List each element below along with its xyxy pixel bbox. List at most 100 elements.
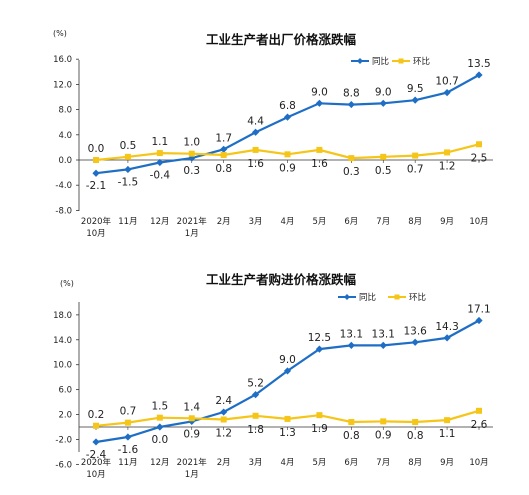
x-tick-label: 7月 (376, 458, 390, 468)
y-tick-label: -4.0 (55, 181, 72, 191)
series-2-point (156, 414, 163, 421)
data-label-yoy: 9.0 (279, 354, 296, 366)
data-label-mom: 1.5 (151, 401, 168, 413)
legend-marker-1 (344, 294, 350, 300)
y-tick-label: 14.0 (53, 336, 72, 346)
data-label-mom: 0.8 (343, 430, 360, 442)
series-2-point (316, 146, 323, 153)
series-2-point (252, 146, 259, 153)
data-label-yoy: 9.5 (407, 83, 424, 95)
series-1-point (443, 88, 451, 97)
data-label-mom: 1.4 (183, 401, 200, 413)
data-label-mom: 0.5 (120, 140, 137, 152)
series-1-point (475, 71, 483, 79)
series-2-point (380, 153, 387, 160)
x-tick-label: 4月 (281, 217, 295, 227)
data-label-yoy: -2.1 (86, 180, 107, 192)
series-1-point (92, 169, 100, 177)
x-tick-label: 9月 (440, 458, 454, 468)
x-tick-label: 2月 (217, 217, 231, 227)
series-1-point (251, 128, 260, 136)
x-tick-label: 2020年 (81, 216, 112, 227)
y-tick-label: -8.0 (55, 206, 72, 216)
series-1-point (347, 341, 355, 349)
x-tick-label: 6月 (344, 458, 358, 468)
series-2-point (220, 416, 227, 423)
series-2-point (412, 152, 419, 159)
series-line-1 (95, 319, 480, 444)
data-label-yoy: 6.8 (279, 100, 296, 112)
data-label-yoy: -1.5 (118, 176, 139, 188)
series-2-point (284, 415, 291, 422)
data-label-yoy: 17.1 (467, 303, 490, 315)
x-tick-label: 5月 (312, 217, 326, 227)
data-label-mom: 2.5 (471, 152, 488, 164)
series-2-point (284, 151, 291, 158)
series-1-point (124, 433, 132, 441)
y-tick-label: 16.0 (53, 55, 72, 65)
y-axis-unit: (%) (60, 279, 74, 288)
x-tick-label: 2月 (217, 458, 231, 468)
x-tick-label: 10月 (469, 458, 488, 468)
series-2-point (93, 422, 99, 429)
x-tick-label: 9月 (440, 217, 454, 227)
data-label-yoy: 14.3 (435, 321, 458, 333)
data-label-yoy: -2.4 (86, 449, 107, 461)
series-2-point (220, 151, 227, 158)
series-2-point (124, 153, 131, 160)
y-tick-label: 12.0 (53, 80, 72, 90)
x-tick-label: 8月 (408, 217, 422, 227)
series-1-point (156, 423, 164, 431)
data-label-mom: 1.1 (151, 136, 168, 148)
legend-label-2: 环比 (409, 292, 426, 303)
series-1-point (379, 341, 387, 349)
data-label-yoy: 0.9 (183, 428, 200, 440)
x-tick-label: 12月 (150, 217, 169, 227)
series-1-point (411, 338, 419, 346)
series-1-point (443, 334, 451, 342)
data-label-yoy: 1.7 (215, 132, 232, 144)
data-label-yoy: -0.4 (150, 170, 171, 182)
x-tick-label: 4月 (281, 458, 295, 468)
x-tick-label: 3月 (249, 217, 263, 227)
data-label-mom: 0.0 (88, 143, 105, 155)
series-2-point (380, 418, 387, 425)
data-label-yoy: 13.5 (467, 58, 490, 70)
series-1-point (347, 100, 355, 109)
y-tick-label: 6.0 (58, 386, 72, 396)
series-2-point (188, 415, 195, 422)
data-label-yoy: 8.8 (343, 88, 360, 100)
data-label-yoy: 9.0 (311, 86, 328, 98)
chart-1: 工业生产者出厂价格涨跌幅 (%) -8.0 -4.0 0.0 4.0 8.0 12.0 16.0… (53, 29, 493, 239)
series-1-point (315, 99, 324, 107)
series-2-point (348, 419, 355, 426)
series-2-point (188, 150, 195, 157)
y-tick-label: 10.0 (53, 361, 72, 371)
data-label-mom: 1.6 (247, 158, 264, 170)
x-tick-label: 2021年 (177, 216, 208, 227)
series-1-point (379, 99, 387, 107)
x-tick-label: 11月 (118, 217, 137, 227)
data-label-mom: 1.6 (311, 158, 328, 170)
data-label-mom: 1.2 (215, 428, 232, 440)
series-1-point (156, 158, 164, 167)
y-tick-label: 2.0 (58, 411, 72, 421)
series-2-point (476, 141, 482, 148)
x-tick-label: 2020年 (81, 457, 112, 468)
data-label-yoy: 10.7 (435, 76, 458, 88)
data-label-yoy: 0.0 (151, 434, 168, 446)
data-label-yoy: 12.5 (308, 332, 331, 344)
data-label-mom: 0.8 (215, 163, 232, 175)
series-2-point (124, 419, 131, 426)
x-tick-label: 1月 (185, 470, 199, 480)
data-label-yoy: 9.0 (375, 86, 392, 98)
x-tick-label: 10月 (86, 470, 105, 480)
series-2-point (93, 157, 99, 163)
legend-marker-2 (398, 58, 404, 64)
data-label-yoy: 5.2 (247, 378, 264, 390)
data-label-mom: 0.8 (407, 430, 424, 442)
x-tick-label: 5月 (312, 458, 326, 468)
series-2-point (476, 407, 482, 414)
data-label-mom: 0.3 (343, 166, 360, 178)
series-2-point (444, 417, 451, 424)
